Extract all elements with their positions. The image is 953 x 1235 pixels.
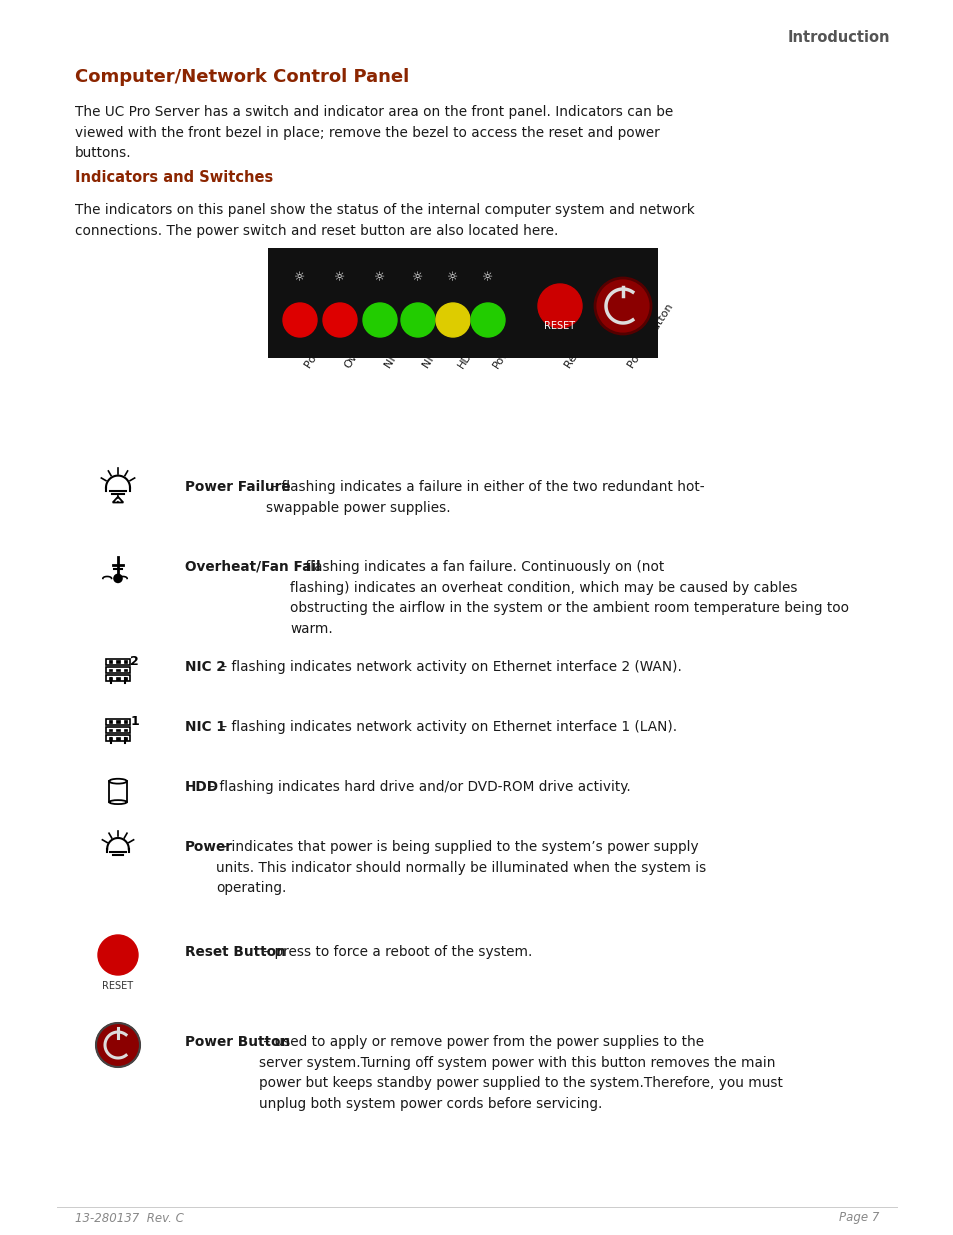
Text: Computer/Network Control Panel: Computer/Network Control Panel [75, 68, 409, 86]
FancyBboxPatch shape [124, 737, 127, 740]
Text: RESET: RESET [544, 321, 575, 331]
Text: Power Failure: Power Failure [303, 303, 352, 370]
Text: The UC Pro Server has a switch and indicator area on the front panel. Indicators: The UC Pro Server has a switch and indic… [75, 105, 673, 161]
Text: Reset Button: Reset Button [185, 945, 286, 960]
Circle shape [595, 278, 650, 333]
Circle shape [363, 303, 396, 337]
Text: – used to apply or remove power from the power supplies to the
server system.Tur: – used to apply or remove power from the… [259, 1035, 782, 1110]
Circle shape [436, 303, 470, 337]
FancyBboxPatch shape [109, 782, 127, 802]
FancyBboxPatch shape [109, 661, 112, 663]
Text: NIC 1: NIC 1 [185, 720, 226, 734]
Circle shape [323, 303, 356, 337]
Text: !: ! [116, 495, 120, 504]
Text: – press to force a reboot of the system.: – press to force a reboot of the system. [259, 945, 532, 960]
FancyBboxPatch shape [116, 661, 119, 663]
Text: 1: 1 [130, 715, 139, 727]
Text: NIC 2: NIC 2 [185, 659, 226, 674]
FancyBboxPatch shape [106, 667, 130, 673]
Text: ☼: ☼ [334, 272, 345, 284]
Text: 13-280137  Rev. C: 13-280137 Rev. C [75, 1212, 184, 1224]
Text: 2: 2 [130, 655, 139, 668]
Text: The indicators on this panel show the status of the internal computer system and: The indicators on this panel show the st… [75, 203, 694, 237]
Circle shape [471, 303, 504, 337]
Text: Reset Button: Reset Button [562, 305, 610, 370]
Circle shape [283, 303, 316, 337]
Text: Power Button: Power Button [625, 303, 675, 370]
Text: NIC 2: NIC 2 [382, 340, 407, 370]
FancyBboxPatch shape [106, 676, 130, 682]
FancyBboxPatch shape [116, 720, 119, 722]
Text: ☼: ☼ [412, 272, 423, 284]
FancyBboxPatch shape [124, 661, 127, 663]
FancyBboxPatch shape [106, 658, 130, 664]
FancyBboxPatch shape [116, 668, 119, 672]
Circle shape [96, 1023, 140, 1067]
Circle shape [537, 284, 581, 329]
FancyBboxPatch shape [109, 720, 112, 722]
Text: RESET: RESET [102, 981, 133, 990]
Circle shape [400, 303, 435, 337]
Text: Page 7: Page 7 [838, 1212, 878, 1224]
FancyBboxPatch shape [109, 737, 112, 740]
Text: HDD: HDD [456, 343, 477, 370]
FancyBboxPatch shape [109, 677, 112, 679]
Text: – flashing indicates network activity on Ethernet interface 1 (LAN).: – flashing indicates network activity on… [215, 720, 677, 734]
Text: – flashing indicates hard drive and/or DVD-ROM drive activity.: – flashing indicates hard drive and/or D… [203, 781, 630, 794]
Text: ☼: ☼ [482, 272, 493, 284]
FancyBboxPatch shape [124, 677, 127, 679]
FancyBboxPatch shape [109, 668, 112, 672]
Text: Overheat: Overheat [343, 321, 379, 370]
Circle shape [113, 573, 123, 583]
Text: Power: Power [185, 840, 233, 853]
FancyBboxPatch shape [106, 727, 130, 734]
FancyBboxPatch shape [268, 248, 658, 358]
FancyBboxPatch shape [109, 729, 112, 731]
Circle shape [98, 935, 138, 974]
FancyBboxPatch shape [116, 677, 119, 679]
Text: – indicates that power is being supplied to the system’s power supply
units. Thi: – indicates that power is being supplied… [215, 840, 705, 895]
Text: Introduction: Introduction [786, 31, 889, 46]
Text: Indicators and Switches: Indicators and Switches [75, 170, 273, 185]
Text: Overheat/Fan Fail: Overheat/Fan Fail [185, 559, 320, 574]
FancyBboxPatch shape [124, 668, 127, 672]
FancyBboxPatch shape [106, 719, 130, 725]
Text: NIC 1: NIC 1 [420, 340, 445, 370]
Text: – flashing indicates network activity on Ethernet interface 2 (WAN).: – flashing indicates network activity on… [215, 659, 681, 674]
FancyBboxPatch shape [124, 729, 127, 731]
FancyBboxPatch shape [116, 729, 119, 731]
FancyBboxPatch shape [116, 737, 119, 740]
Text: HDD: HDD [185, 781, 219, 794]
Text: ☼: ☼ [447, 272, 458, 284]
Text: ☼: ☼ [294, 272, 305, 284]
FancyBboxPatch shape [124, 720, 127, 722]
Ellipse shape [109, 800, 127, 804]
Text: – flashing indicates a fan failure. Continuously on (not
flashing) indicates an : – flashing indicates a fan failure. Cont… [290, 559, 848, 636]
Ellipse shape [109, 779, 127, 784]
Text: Power Failure: Power Failure [185, 480, 291, 494]
Text: Power: Power [491, 337, 517, 370]
Text: Power Button: Power Button [185, 1035, 290, 1049]
Text: – flashing indicates a failure in either of the two redundant hot-
swappable pow: – flashing indicates a failure in either… [265, 480, 703, 515]
Text: ☼: ☼ [374, 272, 385, 284]
FancyBboxPatch shape [106, 735, 130, 741]
